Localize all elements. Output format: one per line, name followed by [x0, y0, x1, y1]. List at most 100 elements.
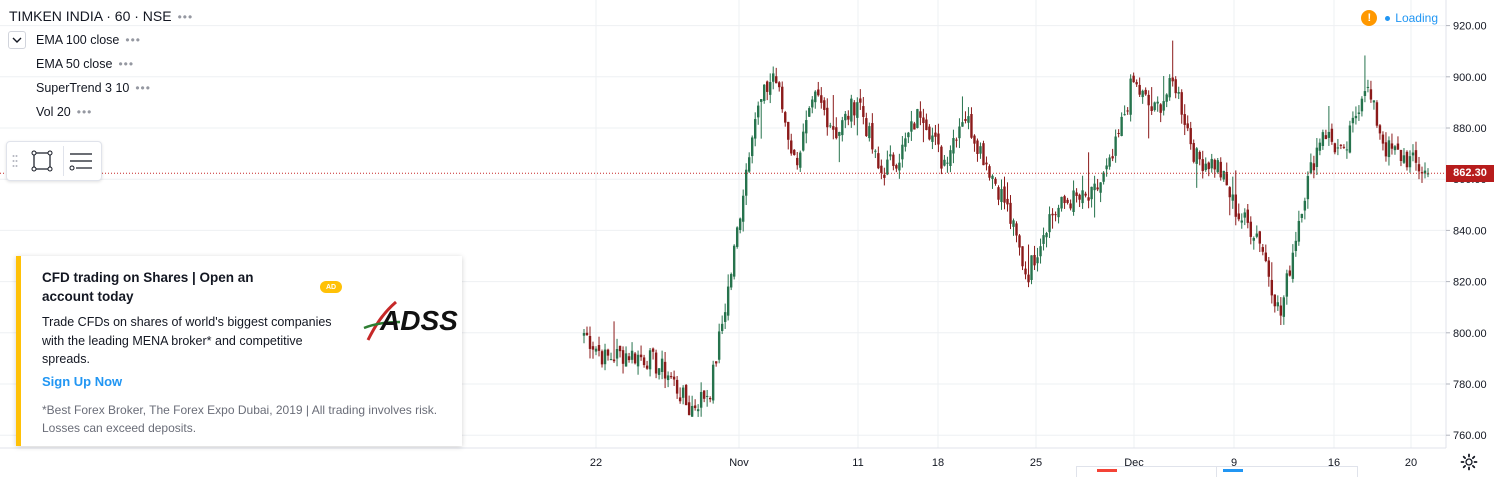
study-supertrend[interactable]: SuperTrend 3 10 •••	[36, 81, 151, 95]
candle-body	[880, 165, 883, 173]
time-axis[interactable]: 22 Nov 11 18 25 Dec 9 16 20	[590, 457, 1417, 469]
symbol-more-icon[interactable]: •••	[177, 10, 194, 24]
sell-panel-tab[interactable]	[1076, 466, 1218, 477]
candle-body	[943, 159, 946, 166]
candle-body	[907, 132, 910, 138]
warning-icon[interactable]: !	[1361, 10, 1378, 26]
candle-body	[1132, 75, 1135, 83]
candle-body	[862, 106, 865, 117]
candle-body	[988, 166, 991, 178]
sign-up-link[interactable]: Sign Up Now	[42, 374, 123, 389]
study-more-icon[interactable]: •••	[76, 105, 93, 119]
candle-body	[1303, 200, 1307, 211]
candle-body	[1231, 194, 1234, 201]
candle-body	[720, 323, 724, 332]
candle-body	[949, 150, 952, 166]
adss-logo[interactable]: ADSS	[360, 298, 460, 342]
candle-body	[588, 335, 592, 349]
candle-body	[1336, 147, 1340, 149]
toolbar-divider	[63, 146, 64, 176]
symbol-title[interactable]: TIMKEN INDIA · 60 · NSE	[9, 8, 172, 24]
time-tick-label: 25	[1030, 457, 1042, 469]
candle-body	[1222, 170, 1225, 180]
price-tick-label: 920.00	[1453, 21, 1487, 33]
candle-body	[741, 195, 745, 222]
candle-body	[1249, 221, 1252, 237]
candle-body	[1213, 159, 1216, 170]
candle-body	[627, 356, 631, 361]
candle-body	[1162, 101, 1165, 111]
candle-body	[687, 402, 691, 416]
price-tick-label: 780.00	[1453, 379, 1487, 391]
study-more-icon[interactable]: •••	[118, 57, 135, 71]
study-volume[interactable]: Vol 20 •••	[36, 105, 93, 119]
study-ema100[interactable]: EMA 100 close •••	[36, 33, 141, 47]
candle-body	[1042, 235, 1045, 244]
drag-handle-icon[interactable]	[12, 154, 18, 168]
candle-body	[1240, 220, 1243, 223]
candle-body	[675, 379, 679, 394]
candle-body	[793, 149, 796, 155]
ad-banner[interactable]: CFD trading on Shares | Open an account …	[16, 256, 462, 446]
candle-body	[976, 140, 979, 154]
candle-body	[1297, 220, 1301, 242]
candle-body	[1234, 194, 1237, 217]
candle-body	[1426, 173, 1430, 175]
candle-body	[838, 132, 841, 136]
study-more-icon[interactable]: •••	[125, 33, 141, 47]
candle-body	[853, 102, 856, 116]
candle-body	[1021, 246, 1024, 267]
candle-body	[1375, 102, 1379, 126]
candle-body	[1381, 134, 1385, 144]
candle-body	[1402, 155, 1406, 163]
candle-body	[1048, 214, 1051, 233]
candle-body	[1387, 140, 1391, 158]
candle-body	[1075, 192, 1078, 196]
legend-collapse-button[interactable]	[8, 31, 26, 49]
candle-body	[1363, 91, 1367, 96]
gear-icon[interactable]	[1460, 453, 1478, 471]
candle-body	[835, 127, 838, 139]
candle-body	[1237, 213, 1240, 220]
price-axis[interactable]: 920.00900.00880.00860.00840.00820.00800.…	[1446, 21, 1487, 443]
candle-body	[892, 154, 895, 166]
candle-body	[1411, 152, 1415, 156]
candle-body	[594, 348, 598, 352]
price-tick-label: 840.00	[1453, 225, 1487, 237]
candle-body	[1372, 100, 1376, 103]
candle-body	[1123, 114, 1126, 116]
candle-body	[1174, 79, 1177, 94]
price-tick-label: 880.00	[1453, 123, 1487, 135]
candle-body	[690, 405, 694, 417]
candle-body	[699, 392, 703, 408]
candle-body	[621, 350, 625, 364]
buy-panel-tab[interactable]	[1216, 466, 1358, 477]
study-more-icon[interactable]: •••	[135, 81, 151, 95]
candle-body	[1273, 294, 1277, 307]
candle-body	[663, 361, 667, 379]
candle-body	[612, 359, 616, 362]
candle-body	[1342, 146, 1346, 148]
candle-body	[732, 245, 736, 277]
study-ema50[interactable]: EMA 50 close •••	[36, 57, 135, 71]
candle-body	[702, 390, 706, 399]
ad-disclaimer: *Best Forex Broker, The Forex Expo Dubai…	[42, 403, 438, 435]
candle-body	[1330, 128, 1334, 142]
candle-body	[829, 125, 832, 127]
candle-body	[778, 82, 781, 88]
candle-body	[841, 120, 844, 136]
rectangle-tool-button[interactable]	[27, 146, 57, 176]
candle-body	[1000, 189, 1003, 203]
ad-title[interactable]: CFD trading on Shares | Open an account …	[42, 270, 254, 304]
candle-body	[615, 349, 619, 359]
candle-body	[1069, 203, 1072, 209]
candle-body	[1189, 128, 1192, 145]
candle-body	[1039, 246, 1042, 257]
candle-body	[1258, 231, 1262, 244]
candle-body	[1114, 136, 1117, 156]
candle-body	[1144, 89, 1147, 95]
candle-body	[726, 286, 730, 316]
candle-body	[1192, 143, 1195, 162]
candle-body	[1198, 151, 1201, 160]
settings-list-button[interactable]	[66, 146, 96, 176]
